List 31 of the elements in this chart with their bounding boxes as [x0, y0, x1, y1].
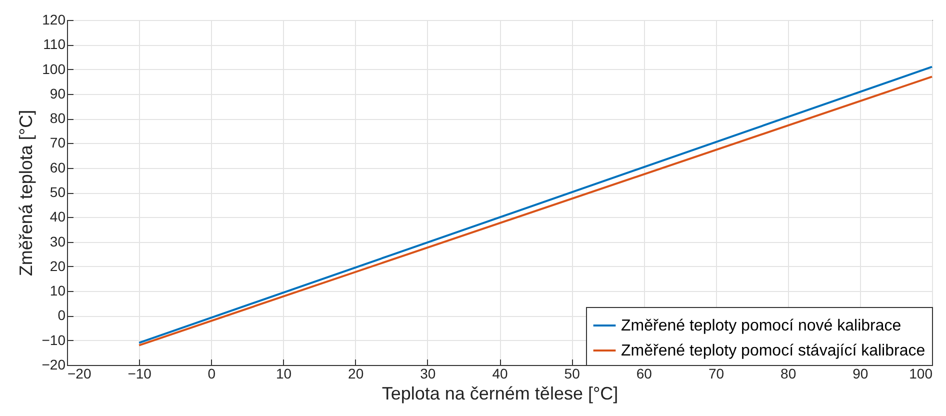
x-tick-label: 50: [564, 366, 580, 382]
y-tick-label: 30: [50, 233, 66, 250]
y-tick-label: 100: [42, 60, 66, 77]
x-tick-label: 20: [348, 366, 364, 382]
y-tick-label: 10: [50, 282, 66, 299]
y-tick-label: 0: [58, 307, 66, 324]
y-tick-label: 110: [43, 36, 66, 52]
x-tick-label: 10: [276, 366, 292, 382]
x-tick-label: 80: [780, 366, 796, 382]
x-tick-label: 40: [492, 366, 508, 382]
x-axis-title: Teplota na černém tělese [°C]: [382, 384, 618, 404]
x-tick-label: 30: [420, 366, 436, 382]
y-tick-label: −10: [42, 332, 66, 348]
y-axis-title: Změřená teplota [°C]: [16, 110, 36, 276]
x-tick-label: 60: [636, 366, 652, 382]
y-tick-label: 90: [50, 85, 66, 102]
y-tick-label: 120: [42, 12, 66, 28]
y-tick-label: 40: [50, 208, 66, 225]
legend-label: Změřené teploty pomocí stávající kalibrace: [621, 342, 926, 360]
y-tick-label: 50: [50, 184, 66, 200]
y-tick-label: 60: [50, 159, 66, 176]
x-tick-label: 90: [852, 366, 868, 382]
x-tick-label: −10: [128, 366, 152, 382]
y-tick-label: 80: [50, 110, 66, 126]
legend-label: Změřené teploty pomocí nové kalibrace: [621, 318, 902, 334]
x-tick-label: 0: [208, 366, 216, 382]
x-tick-label: 70: [708, 366, 724, 382]
y-tick-label: 70: [50, 134, 66, 151]
y-tick-label: 20: [50, 258, 66, 274]
x-tick-label: −20: [68, 366, 92, 382]
x-tick-label: 100: [909, 366, 933, 382]
